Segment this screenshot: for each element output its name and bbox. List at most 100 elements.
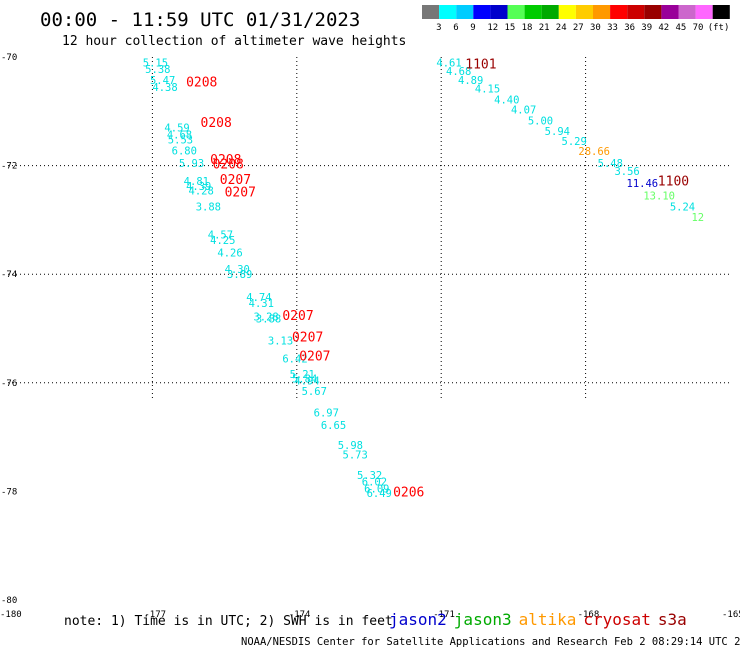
color-swatch [456,5,474,19]
wave-height-labels: 5.155.385.474.384.594.685.536.805.934.81… [143,57,704,500]
pass-time-label: 0208 [210,153,241,168]
color-scale-label: 21 [539,23,550,33]
wave-height-label: 5.15 [143,57,168,69]
wave-height-label: 5.67 [302,386,327,398]
wave-height-label: 4.28 [189,186,214,198]
wave-height-label: 5.47 [150,75,175,87]
wave-height-label: 4.15 [475,83,500,95]
wave-height-label: 3.13 [268,335,293,347]
wave-height-label: 28.66 [578,146,610,158]
wave-height-label: 5.48 [598,158,623,170]
wave-height-label: 5.94 [545,126,570,138]
lat-tick-label: -78 [1,487,17,497]
wave-height-label: 5.98 [338,440,363,452]
latitude-tick-labels: -70 -72 -74 -76 -78 -80 [1,53,17,606]
wave-height-label: 4.26 [217,247,242,259]
pass-time-label: 1101 [465,58,496,73]
color-swatch [644,5,662,19]
wave-height-label: 5.21 [290,369,315,381]
lat-tick-label: -74 [1,270,17,280]
chart-title: 00:00 - 11:59 UTC 01/31/2023 [40,9,360,31]
wave-height-label: 5.93 [179,158,204,170]
lat-tick-label: -72 [1,162,17,172]
color-scale: 3 6 9 12 15 18 21 24 27 30 33 36 39 42 45 70 (ft) [422,5,730,33]
color-swatch [490,5,508,19]
chart-subtitle: 12 hour collection of altimeter wave hei… [62,34,406,49]
wave-height-label: 5.32 [357,470,382,482]
wave-height-label: 6.49 [367,488,392,500]
color-scale-label: 70 [693,23,704,33]
wave-height-label: 5.29 [562,136,587,148]
color-scale-label: 3 [436,23,441,33]
pass-time-label: 0207 [292,331,323,346]
color-scale-label: 39 [641,23,652,33]
color-swatch [541,5,559,19]
lon-tick-label: -180 [0,610,22,620]
wave-height-label: 13.10 [643,190,675,202]
wave-height-label: 6.09 [364,484,389,496]
color-swatch [593,5,611,19]
color-scale-label: 27 [573,23,584,33]
color-scale-label: 6 [453,23,458,33]
color-scale-label: 12 [487,23,498,33]
wave-height-label: 4.81 [184,176,209,188]
pass-time-label: 0207 [282,309,313,324]
wave-height-label: 5.73 [343,449,368,461]
wave-height-label: 5.38 [145,64,170,76]
wave-height-label: 6.65 [321,420,346,432]
wave-height-label: 4.89 [458,75,483,87]
wave-height-label: 4.61 [436,57,461,69]
wave-height-label: 4.57 [208,230,233,242]
wave-height-label: 3.88 [256,314,281,326]
legend-item: cryosat [583,610,650,629]
wave-height-label: 6.42 [282,353,307,365]
wave-height-label: 6.80 [172,145,197,157]
color-swatch [422,5,440,19]
map-grid [8,57,730,400]
wave-height-label: 4.31 [249,298,274,310]
lon-tick-label: -165 [722,610,740,620]
pass-time-labels: 0208020802080208020702070207020702070206… [186,58,689,501]
color-swatch [627,5,645,19]
color-scale-label: 15 [505,23,516,33]
footer-credit: NOAA/NESDIS Center for Satellite Applica… [241,636,740,648]
legend-item: jason3 [454,610,512,629]
wave-height-label: 12 [691,212,704,224]
pass-time-label: 0206 [393,485,424,500]
color-swatch [439,5,457,19]
wave-height-label: 4.38 [152,82,177,94]
lon-tick-label: -174 [289,610,311,620]
color-scale-label: 36 [624,23,635,33]
lon-tick-label: -177 [144,610,166,620]
color-scale-label: 18 [522,23,533,33]
color-swatch [678,5,696,19]
color-swatch [610,5,628,19]
pass-time-label: 0207 [299,350,330,365]
wave-height-label: 3.56 [614,166,639,178]
pass-time-label: 0207 [220,173,251,188]
color-swatch [524,5,542,19]
color-swatch [507,5,525,19]
color-swatch [712,5,730,19]
wave-height-label: 3.89 [227,269,252,281]
color-swatch [473,5,491,19]
pass-time-label: 0207 [225,186,256,201]
wave-height-label: 6.02 [362,477,387,489]
legend-item: altika [519,610,577,629]
color-swatch [661,5,679,19]
lon-tick-label: -171 [433,610,455,620]
pass-time-label: 0208 [201,116,232,131]
lat-tick-label: -70 [1,53,17,63]
wave-height-label: 5.24 [670,201,695,213]
satellite-legend: jason2 jason3 altika cryosat s3a [389,610,687,629]
wave-height-label: 5.53 [168,135,193,147]
color-scale-unit: (ft) [708,23,730,33]
wave-height-label: 5.84 [292,373,317,385]
wave-height-label: 11.46 [627,178,659,190]
wave-height-label: 3.88 [196,201,221,213]
color-swatch [558,5,576,19]
wave-height-label: 4.74 [246,292,271,304]
color-scale-label: 42 [658,23,669,33]
